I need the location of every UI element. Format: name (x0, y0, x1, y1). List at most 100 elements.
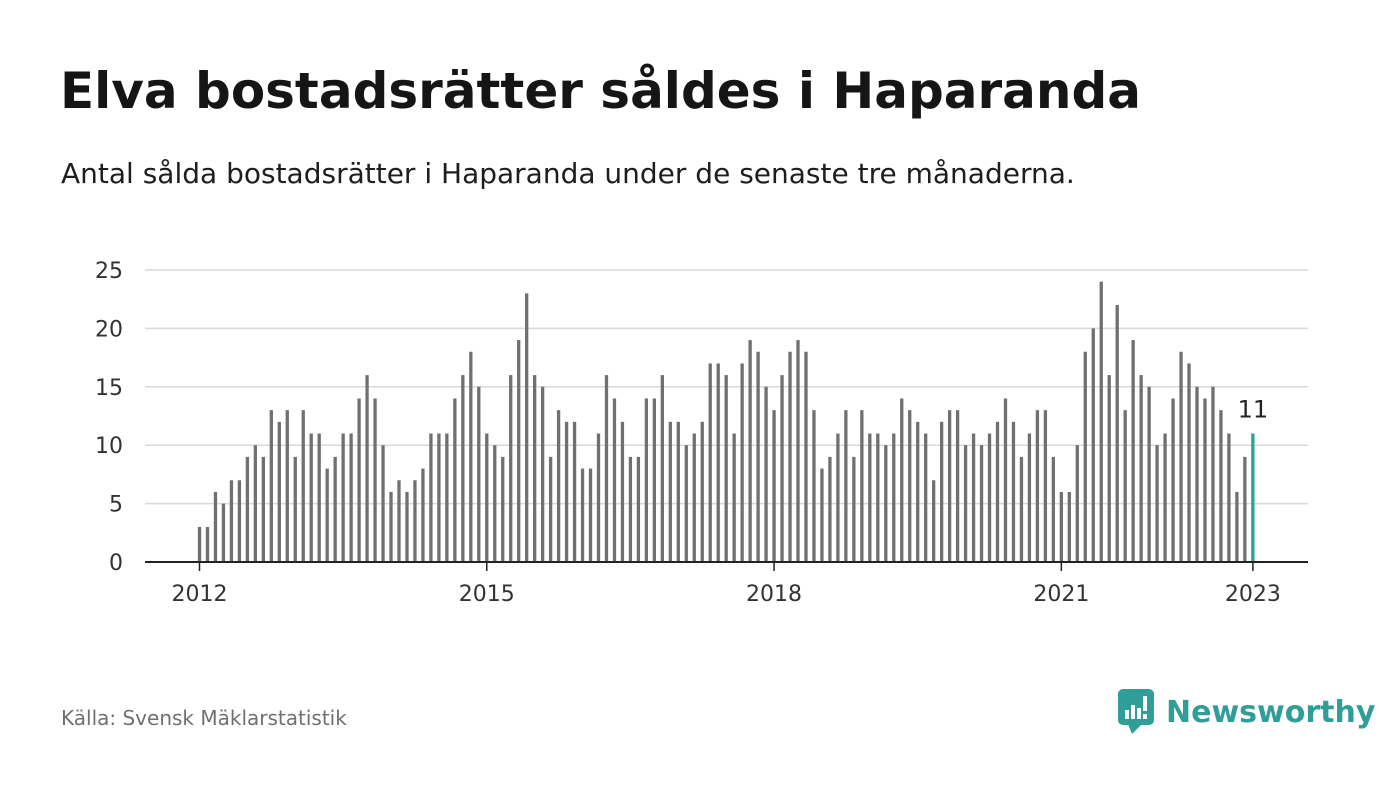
y-tick-label-15: 15 (95, 376, 123, 401)
bar (828, 456, 832, 562)
bar (1027, 433, 1032, 562)
bar (804, 351, 808, 562)
bar (213, 491, 218, 562)
bar (285, 410, 289, 562)
bar (924, 433, 928, 562)
bar (756, 351, 760, 562)
bar (405, 491, 409, 562)
bar (1171, 398, 1175, 562)
bar (908, 410, 912, 562)
bar (1139, 375, 1143, 562)
bar (548, 456, 553, 562)
bar (1211, 386, 1215, 562)
x-tick-label-2012: 2012 (172, 582, 228, 607)
bar (1187, 363, 1191, 562)
x-tick-label-2021: 2021 (1033, 582, 1089, 607)
bar (1243, 456, 1247, 562)
bar (253, 445, 258, 562)
bar (612, 398, 617, 562)
bar (501, 456, 505, 562)
x-tick-label-2018: 2018 (746, 582, 802, 607)
bar (1123, 410, 1127, 562)
bar (461, 375, 465, 562)
bar (740, 363, 744, 562)
bar (987, 433, 992, 562)
bar (421, 468, 425, 562)
bar (620, 421, 625, 562)
bar (1203, 398, 1207, 562)
bar (1067, 491, 1071, 562)
bar-highlight (1251, 433, 1255, 562)
brand-name: Newsworthy (1166, 694, 1376, 730)
bar (812, 410, 816, 562)
bar (572, 421, 577, 562)
y-tick-label-0: 0 (109, 551, 123, 576)
bar (628, 456, 633, 562)
bar (916, 421, 920, 562)
newsworthy-logo[interactable]: Newsworthy (1118, 688, 1375, 736)
bar (373, 398, 377, 562)
bar (1227, 433, 1231, 562)
bar (429, 433, 433, 562)
bar (660, 375, 664, 562)
bar (1235, 491, 1239, 562)
bar (1107, 375, 1111, 562)
bar (724, 375, 728, 562)
bar (652, 398, 657, 562)
bar (517, 340, 521, 562)
chart-title: Elva bostadsrätter såldes i Haparanda (60, 62, 1142, 120)
bar (564, 421, 569, 562)
bar (469, 351, 473, 562)
bar (692, 433, 696, 562)
bar (876, 433, 880, 562)
bar (1043, 410, 1048, 562)
bar (1091, 328, 1095, 562)
bar (676, 421, 680, 562)
bar (389, 491, 393, 562)
bar (748, 340, 752, 562)
bar (668, 421, 672, 562)
bar (333, 456, 337, 562)
bar (979, 445, 984, 562)
bar (309, 433, 313, 562)
bars (197, 281, 1255, 562)
bar (796, 340, 800, 562)
bar (772, 410, 776, 562)
bar (197, 526, 202, 562)
bar (301, 410, 305, 562)
bar (884, 445, 888, 562)
bar (341, 433, 345, 562)
bar (437, 433, 441, 562)
bar (229, 480, 234, 562)
bar (493, 445, 497, 562)
bar (636, 456, 641, 562)
highlight-value-label: 11 (1238, 396, 1269, 424)
y-tick-label-20: 20 (95, 317, 123, 342)
bar (892, 433, 896, 562)
bar (357, 398, 361, 562)
bar (1195, 386, 1199, 562)
bar (604, 375, 609, 562)
bar (221, 503, 226, 562)
bar (205, 526, 210, 562)
bar (533, 375, 537, 562)
bar (764, 386, 768, 562)
x-tick-label-2023: 2023 (1225, 582, 1281, 607)
bar (963, 445, 968, 562)
bar (1011, 421, 1016, 562)
bar (325, 468, 329, 562)
bar (820, 468, 824, 562)
bar (836, 433, 840, 562)
bar (939, 421, 944, 562)
bar (788, 351, 792, 562)
source-credit: Källa: Svensk Mäklarstatistik (61, 706, 347, 730)
bar (1219, 410, 1223, 562)
y-tick-label-25: 25 (95, 259, 123, 284)
bar-chart: 0 5 10 15 20 25 11 2012 2015 2018 2021 2023 (95, 259, 1308, 607)
bar (852, 456, 856, 562)
bar (780, 375, 784, 562)
bar (1155, 445, 1159, 562)
bar (477, 386, 481, 562)
bar (445, 433, 449, 562)
bar (525, 293, 529, 562)
